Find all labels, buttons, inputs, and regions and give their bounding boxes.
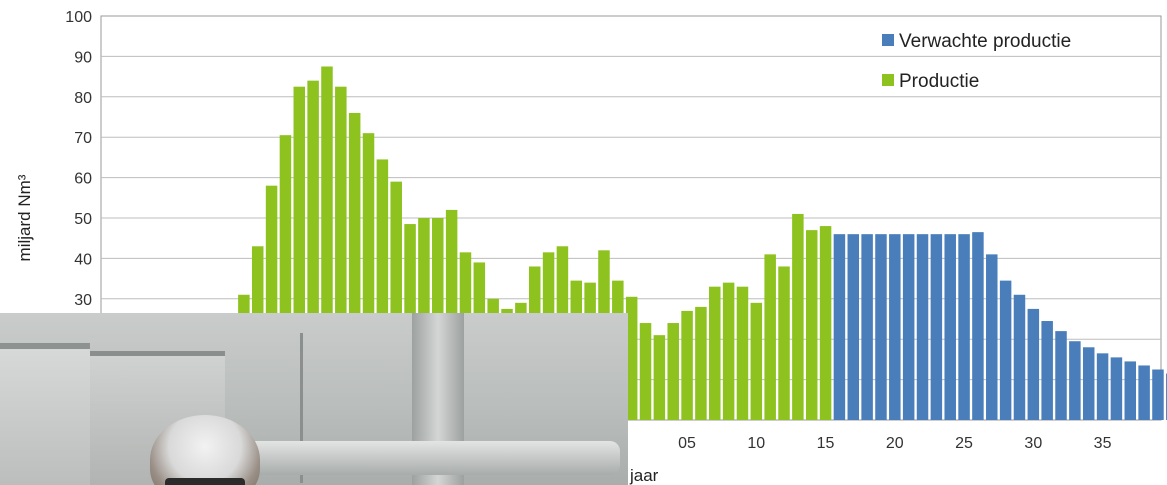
y-tick-label-50: 50 [74, 211, 92, 228]
photo-person-head [150, 415, 260, 485]
bar-verwachte-productie-2037 [1124, 361, 1137, 420]
bar-productie-2014 [805, 230, 818, 420]
bar-productie-2005 [681, 310, 693, 420]
photo-building-left [0, 343, 90, 485]
bar-verwachte-productie-2033 [1069, 341, 1081, 420]
x-tick-label-15: 15 [817, 435, 835, 452]
bar-productie-2012 [778, 266, 790, 420]
y-tick-label-30: 30 [74, 292, 92, 309]
bar-productie-2007 [709, 286, 721, 420]
bar-verwachte-productie-2025 [958, 234, 970, 420]
overlay-photo [0, 313, 628, 485]
bar-productie-1977 [293, 86, 306, 420]
bar-verwachte-productie-2027 [986, 254, 998, 420]
y-tick-label-100: 100 [65, 9, 92, 26]
bar-productie-2009 [736, 286, 749, 420]
bar-productie-2011 [764, 254, 776, 420]
bar-productie-2001 [625, 296, 638, 420]
x-tick-label-30: 30 [1024, 435, 1042, 452]
bar-productie-1980 [335, 86, 347, 420]
legend-label-verwachte-productie: Verwachte productie [899, 31, 1071, 52]
bar-verwachte-productie-2028 [999, 280, 1012, 420]
bar-verwachte-productie-2024 [944, 234, 956, 420]
bar-productie-2008 [722, 282, 735, 420]
bar-productie-2010 [750, 302, 763, 420]
bar-verwachte-productie-2039 [1152, 369, 1164, 420]
bar-verwachte-productie-2017 [847, 234, 860, 420]
bar-productie-2004 [667, 323, 679, 420]
legend-label-productie: Productie [899, 71, 979, 92]
x-tick-label-35: 35 [1094, 435, 1112, 452]
legend-swatch-productie [882, 74, 894, 86]
bar-verwachte-productie-2023 [930, 234, 943, 420]
bar-verwachte-productie-2019 [875, 234, 887, 420]
bar-productie-1983 [376, 159, 389, 421]
y-tick-label-40: 40 [74, 251, 92, 268]
y-tick-label-80: 80 [74, 90, 92, 107]
bar-productie-2002 [639, 323, 652, 420]
bar-productie-2006 [695, 306, 707, 420]
bar-verwachte-productie-2018 [861, 234, 873, 420]
bar-verwachte-productie-2032 [1055, 331, 1067, 420]
bar-verwachte-productie-2036 [1110, 357, 1123, 420]
y-tick-label-90: 90 [74, 49, 92, 66]
x-axis-label: jaar [629, 466, 659, 485]
x-tick-label-05: 05 [678, 435, 696, 452]
bar-verwachte-productie-2038 [1138, 365, 1150, 420]
bar-verwachte-productie-2021 [902, 234, 915, 420]
photo-glasses [165, 478, 245, 485]
photo-pipe [240, 441, 620, 475]
bar-verwachte-productie-2031 [1041, 321, 1053, 420]
legend: Verwachte productie Productie [882, 31, 1071, 92]
x-tick-label-10: 10 [747, 435, 765, 452]
bar-verwachte-productie-2020 [889, 234, 901, 420]
bar-productie-1984 [390, 181, 402, 420]
photo-mast [300, 333, 303, 483]
bar-productie-1976 [279, 135, 292, 420]
bar-productie-2013 [792, 213, 804, 420]
y-tick-label-70: 70 [74, 130, 92, 147]
bar-verwachte-productie-2034 [1082, 347, 1095, 420]
bar-verwachte-productie-2035 [1096, 353, 1109, 420]
x-tick-label-20: 20 [886, 435, 904, 452]
bar-verwachte-productie-2030 [1027, 308, 1040, 420]
x-tick-label-25: 25 [955, 435, 973, 452]
bar-verwachte-productie-2029 [1013, 294, 1026, 420]
bar-verwachte-productie-2022 [916, 234, 929, 420]
bar-productie-2003 [653, 335, 666, 420]
legend-swatch-verwachte-productie [882, 34, 894, 46]
bar-productie-1979 [321, 66, 333, 420]
bar-productie-1981 [348, 112, 361, 421]
y-axis-label: miljard Nm³ [15, 174, 34, 261]
y-tick-label-60: 60 [74, 171, 92, 188]
bar-productie-1975 [265, 185, 278, 420]
bar-productie-1978 [307, 80, 319, 420]
bar-productie-1982 [362, 133, 375, 420]
bar-verwachte-productie-2016 [833, 234, 846, 420]
bar-productie-2015 [819, 226, 832, 420]
bar-verwachte-productie-2026 [972, 232, 984, 420]
